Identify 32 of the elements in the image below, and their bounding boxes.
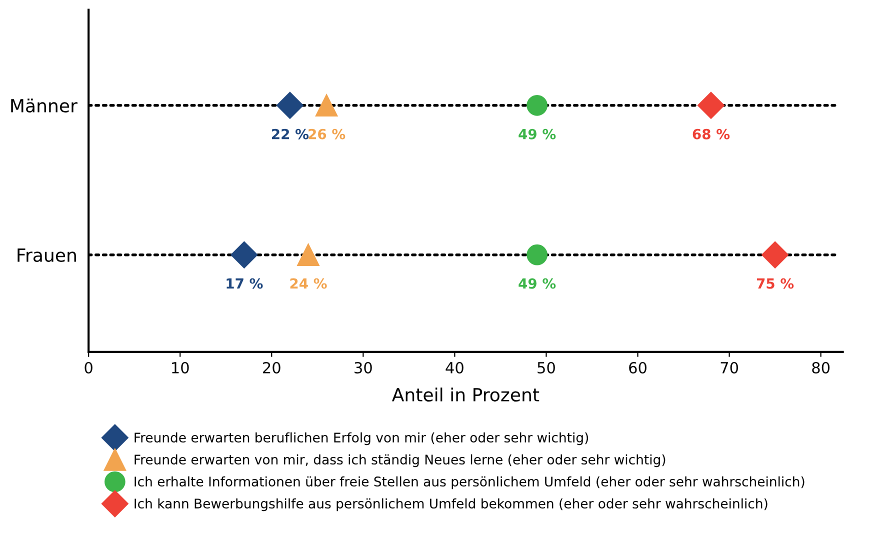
x-tick-label: 10 (172, 362, 189, 374)
data-label: 49 % (518, 278, 556, 289)
data-label: 26 % (308, 128, 346, 140)
data-label: 68 % (692, 128, 730, 140)
x-tick-label: 80 (812, 362, 830, 374)
legend-label: Ich kann Bewerbungshilfe aus persönlichem Umfeld bekommen (eher oder sehr wahrscheinlich) (134, 498, 768, 512)
x-tick-label: 0 (84, 362, 92, 374)
data-label: 22 % (272, 128, 309, 140)
point (276, 92, 304, 119)
point (762, 241, 789, 268)
point (526, 244, 548, 266)
point (230, 241, 258, 268)
data-label: 17 % (226, 278, 263, 289)
x-tick-label: 70 (720, 362, 738, 374)
x-tick-label: 60 (629, 362, 646, 374)
y-tick-label: Männer (11, 98, 78, 113)
x-axis-title: Anteil in Prozent (392, 388, 540, 402)
x-tick-label: 50 (538, 362, 555, 374)
legend-label: Freunde erwarten beruflichen Erfolg von mir (eher oder sehr wichtig) (134, 432, 588, 446)
data-label: 75 % (756, 278, 794, 289)
y-tick-label: Frauen (18, 248, 76, 262)
data-label: 24 % (290, 278, 327, 289)
legend-label: Ich erhalte Informationen über freie Stellen aus persönlichem Umfeld (eher oder sehr wahrscheinlich) (134, 476, 804, 490)
x-tick-label: 30 (354, 362, 372, 374)
point (315, 94, 338, 117)
point (526, 95, 548, 116)
legend-label: Freunde erwarten von mir, dass ich ständig Neues lerne (eher oder sehr wichtig) (134, 454, 666, 468)
data-label: 49 % (518, 128, 556, 140)
x-tick-label: 40 (446, 362, 464, 374)
point (698, 92, 724, 119)
point (297, 244, 320, 266)
x-tick-label: 20 (263, 362, 280, 374)
